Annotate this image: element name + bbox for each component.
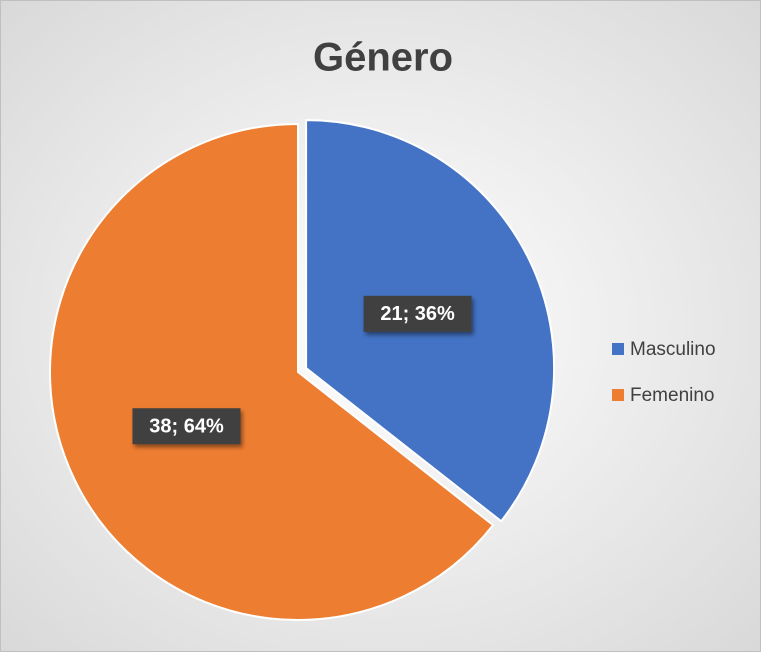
legend-label: Femenino — [630, 385, 715, 406]
data-label: 21; 36% — [380, 303, 455, 325]
data-label-box — [363, 295, 472, 332]
legend-swatch — [612, 343, 624, 355]
legend-label: Masculino — [630, 339, 716, 360]
data-label-box — [132, 408, 241, 445]
legend-swatch — [612, 389, 624, 401]
data-label: 38; 64% — [149, 416, 224, 438]
chart-title: Género — [313, 36, 453, 80]
pie-slice — [49, 122, 495, 621]
